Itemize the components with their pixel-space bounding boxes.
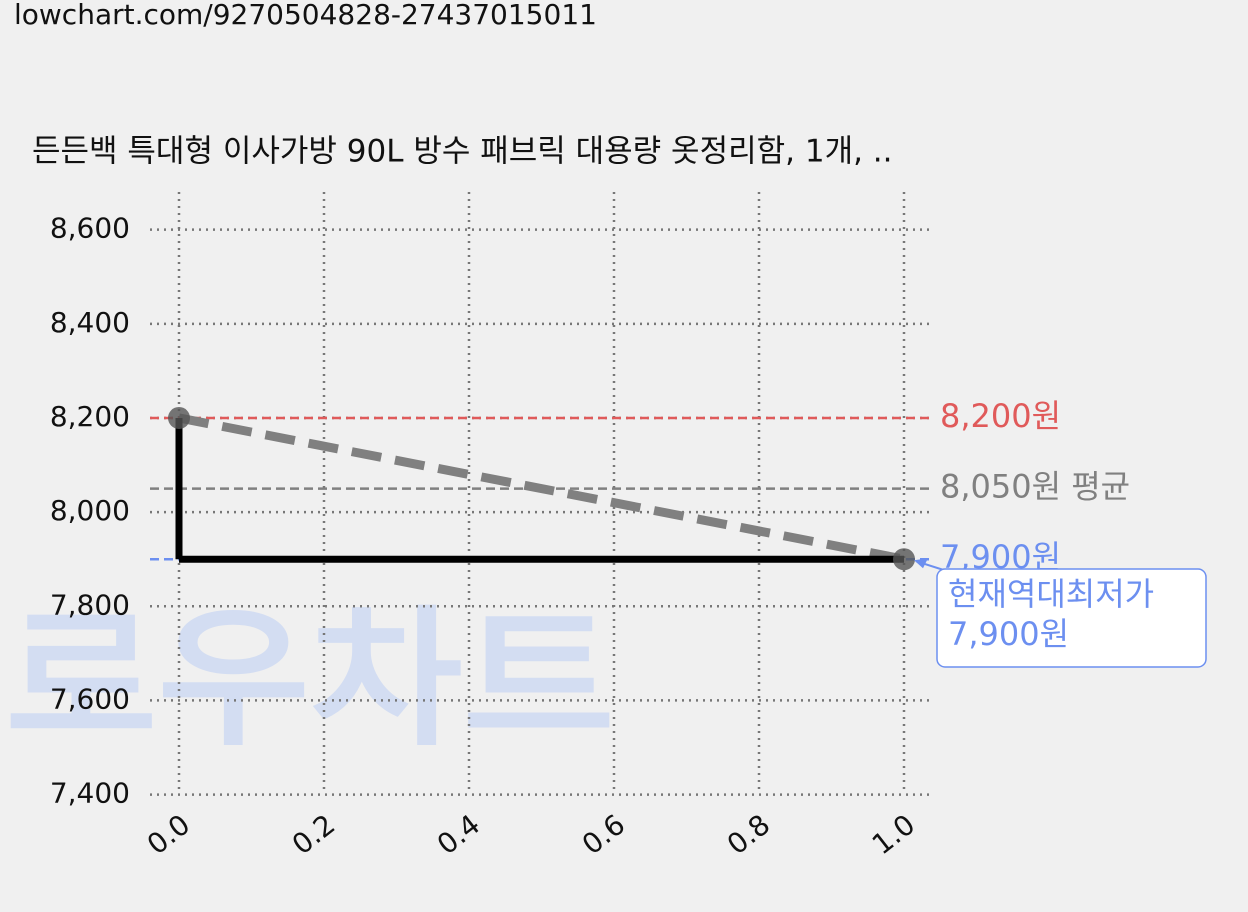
annotation-box — [936, 568, 1207, 668]
reference-label: 8,200원 — [940, 397, 1061, 435]
url: lowchart.com/9270504828-27437015011 — [14, 0, 597, 31]
y-tick-label: 7,600 — [50, 682, 130, 715]
annotation-text: 7,900원 — [948, 615, 1069, 653]
point — [168, 406, 190, 429]
reference-label: 8,050원 평균 — [940, 468, 1130, 506]
x-tick-label: 1.0 — [866, 808, 921, 861]
chart-title: 든든백 특대형 이사가방 90L 방수 패브릭 대용량 옷정리함, 1개, .. — [32, 134, 893, 170]
x-tick-label: 0.0 — [141, 808, 196, 861]
annotation-arrowhead — [914, 558, 928, 569]
y-tick-label: 8,000 — [50, 494, 130, 527]
x-tick-label: 0.8 — [721, 808, 776, 861]
y-tick-label: 7,800 — [50, 588, 130, 621]
x-tick-label: 0.2 — [286, 808, 341, 861]
y-tick-label: 8,200 — [50, 400, 130, 433]
watermark: 로우차트 — [5, 593, 615, 767]
point — [893, 548, 915, 571]
annotation-text: 현재역대최저가 — [948, 575, 1154, 613]
y-tick-label: 8,400 — [50, 306, 130, 339]
y-tick-label: 8,600 — [50, 212, 130, 245]
x-tick-label: 0.6 — [576, 808, 631, 861]
trend-line — [178, 413, 905, 564]
x-tick-label: 0.4 — [431, 808, 486, 861]
y-tick-label: 7,400 — [50, 777, 130, 810]
